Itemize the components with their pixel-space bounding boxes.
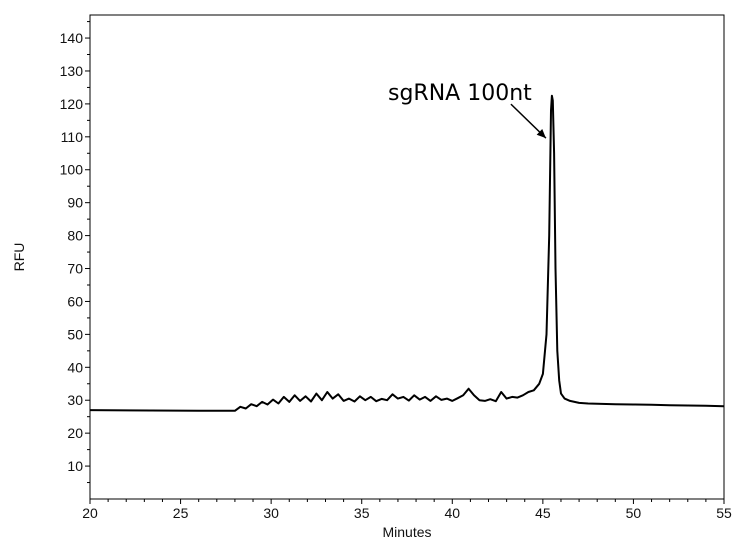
- y-tick-label-110: 110: [61, 129, 84, 145]
- series-line: [89, 94, 725, 412]
- x-tick-label-35: 35: [354, 505, 370, 521]
- y-axis-title: RFU: [11, 243, 27, 272]
- y-tick-label-20: 20: [67, 425, 83, 441]
- peak-annotation-label: sgRNA 100nt: [388, 81, 532, 106]
- x-tick-label-40: 40: [444, 505, 460, 521]
- tick-group: [85, 21, 725, 504]
- x-tick-label-55: 55: [716, 505, 732, 521]
- y-tick-label-140: 140: [60, 30, 84, 46]
- y-tick-label-120: 120: [60, 96, 84, 112]
- plot-frame: [89, 14, 725, 500]
- y-tick-label-90: 90: [67, 195, 83, 211]
- x-tick-label-25: 25: [173, 505, 189, 521]
- y-tick-label-60: 60: [67, 293, 83, 309]
- x-tick-label-30: 30: [263, 505, 279, 521]
- y-tick-label-30: 30: [67, 392, 83, 408]
- y-tick-label-80: 80: [67, 228, 83, 244]
- y-tick-label-10: 10: [67, 458, 83, 474]
- x-tick-label-20: 20: [82, 505, 98, 521]
- y-tick-label-70: 70: [67, 261, 83, 277]
- y-tick-label-130: 130: [60, 63, 84, 79]
- x-tick-label-45: 45: [535, 505, 551, 521]
- x-tick-label-50: 50: [626, 505, 642, 521]
- y-tick-label-100: 100: [60, 162, 84, 178]
- peak-annotation-arrowhead: [536, 128, 546, 139]
- tick-label-group: 20 25 30 35 40 45 50 55 10 20 30 40 50 60 70 80 90 100 110…: [60, 30, 732, 521]
- x-axis-title: Minutes: [382, 524, 431, 540]
- y-tick-label-50: 50: [67, 326, 83, 342]
- y-tick-label-40: 40: [67, 359, 83, 375]
